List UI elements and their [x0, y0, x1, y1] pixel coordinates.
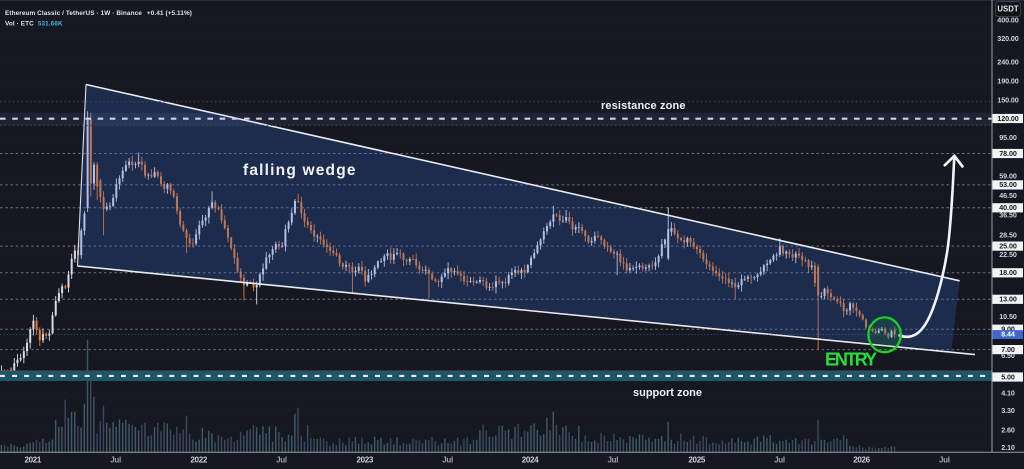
svg-text:support zone: support zone	[633, 387, 702, 399]
svg-text:Jul: Jul	[442, 456, 453, 465]
svg-text:7.00: 7.00	[1001, 345, 1015, 354]
svg-text:2021: 2021	[24, 456, 41, 465]
svg-text:6.50: 6.50	[1001, 351, 1015, 360]
svg-text:400.00: 400.00	[997, 16, 1018, 25]
svg-text:2025: 2025	[688, 456, 705, 465]
svg-text:28.50: 28.50	[999, 231, 1017, 240]
svg-text:9.00: 9.00	[1001, 325, 1015, 334]
svg-text:150.00: 150.00	[997, 96, 1018, 105]
svg-text:Jul: Jul	[276, 456, 287, 465]
svg-text:22.50: 22.50	[999, 250, 1017, 259]
svg-text:2.60: 2.60	[1001, 426, 1015, 435]
svg-text:2022: 2022	[190, 456, 207, 465]
svg-text:240.00: 240.00	[997, 57, 1018, 66]
svg-text:5.00: 5.00	[1001, 372, 1015, 381]
svg-text:ENTRY: ENTRY	[825, 350, 877, 370]
svg-text:resistance zone: resistance zone	[601, 100, 686, 112]
svg-text:320.00: 320.00	[997, 34, 1018, 43]
svg-text:3.30: 3.30	[1001, 406, 1015, 415]
svg-text:2023: 2023	[356, 456, 373, 465]
svg-text:USDT: USDT	[997, 5, 1018, 14]
svg-text:falling wedge: falling wedge	[243, 162, 356, 179]
svg-text:53.00: 53.00	[999, 180, 1017, 189]
svg-text:2026: 2026	[853, 456, 870, 465]
svg-text:46.50: 46.50	[999, 191, 1017, 200]
svg-text:190.00: 190.00	[997, 76, 1018, 85]
svg-text:36.50: 36.50	[999, 211, 1017, 220]
svg-text:59.00: 59.00	[999, 172, 1017, 181]
svg-text:2024: 2024	[522, 456, 539, 465]
svg-text:Jul: Jul	[607, 456, 618, 465]
svg-text:95.00: 95.00	[999, 133, 1017, 142]
svg-text:4.10: 4.10	[1001, 388, 1015, 397]
svg-text:Jul: Jul	[774, 456, 785, 465]
svg-text:Jul: Jul	[939, 456, 950, 465]
svg-text:8.44: 8.44	[1001, 330, 1015, 339]
svg-text:120.00: 120.00	[997, 114, 1018, 123]
svg-text:10.50: 10.50	[999, 312, 1017, 321]
svg-text:13.00: 13.00	[999, 295, 1017, 304]
svg-text:18.00: 18.00	[999, 268, 1017, 277]
svg-text:Jul: Jul	[110, 456, 121, 465]
svg-text:2.10: 2.10	[1001, 443, 1015, 452]
svg-text:40.00: 40.00	[999, 203, 1017, 212]
svg-text:78.00: 78.00	[999, 149, 1017, 158]
svg-text:25.00: 25.00	[999, 241, 1017, 250]
svg-text:Ethereum Classic / TetherUS ·: Ethereum Classic / TetherUS · 1W · Binan…	[5, 10, 192, 17]
